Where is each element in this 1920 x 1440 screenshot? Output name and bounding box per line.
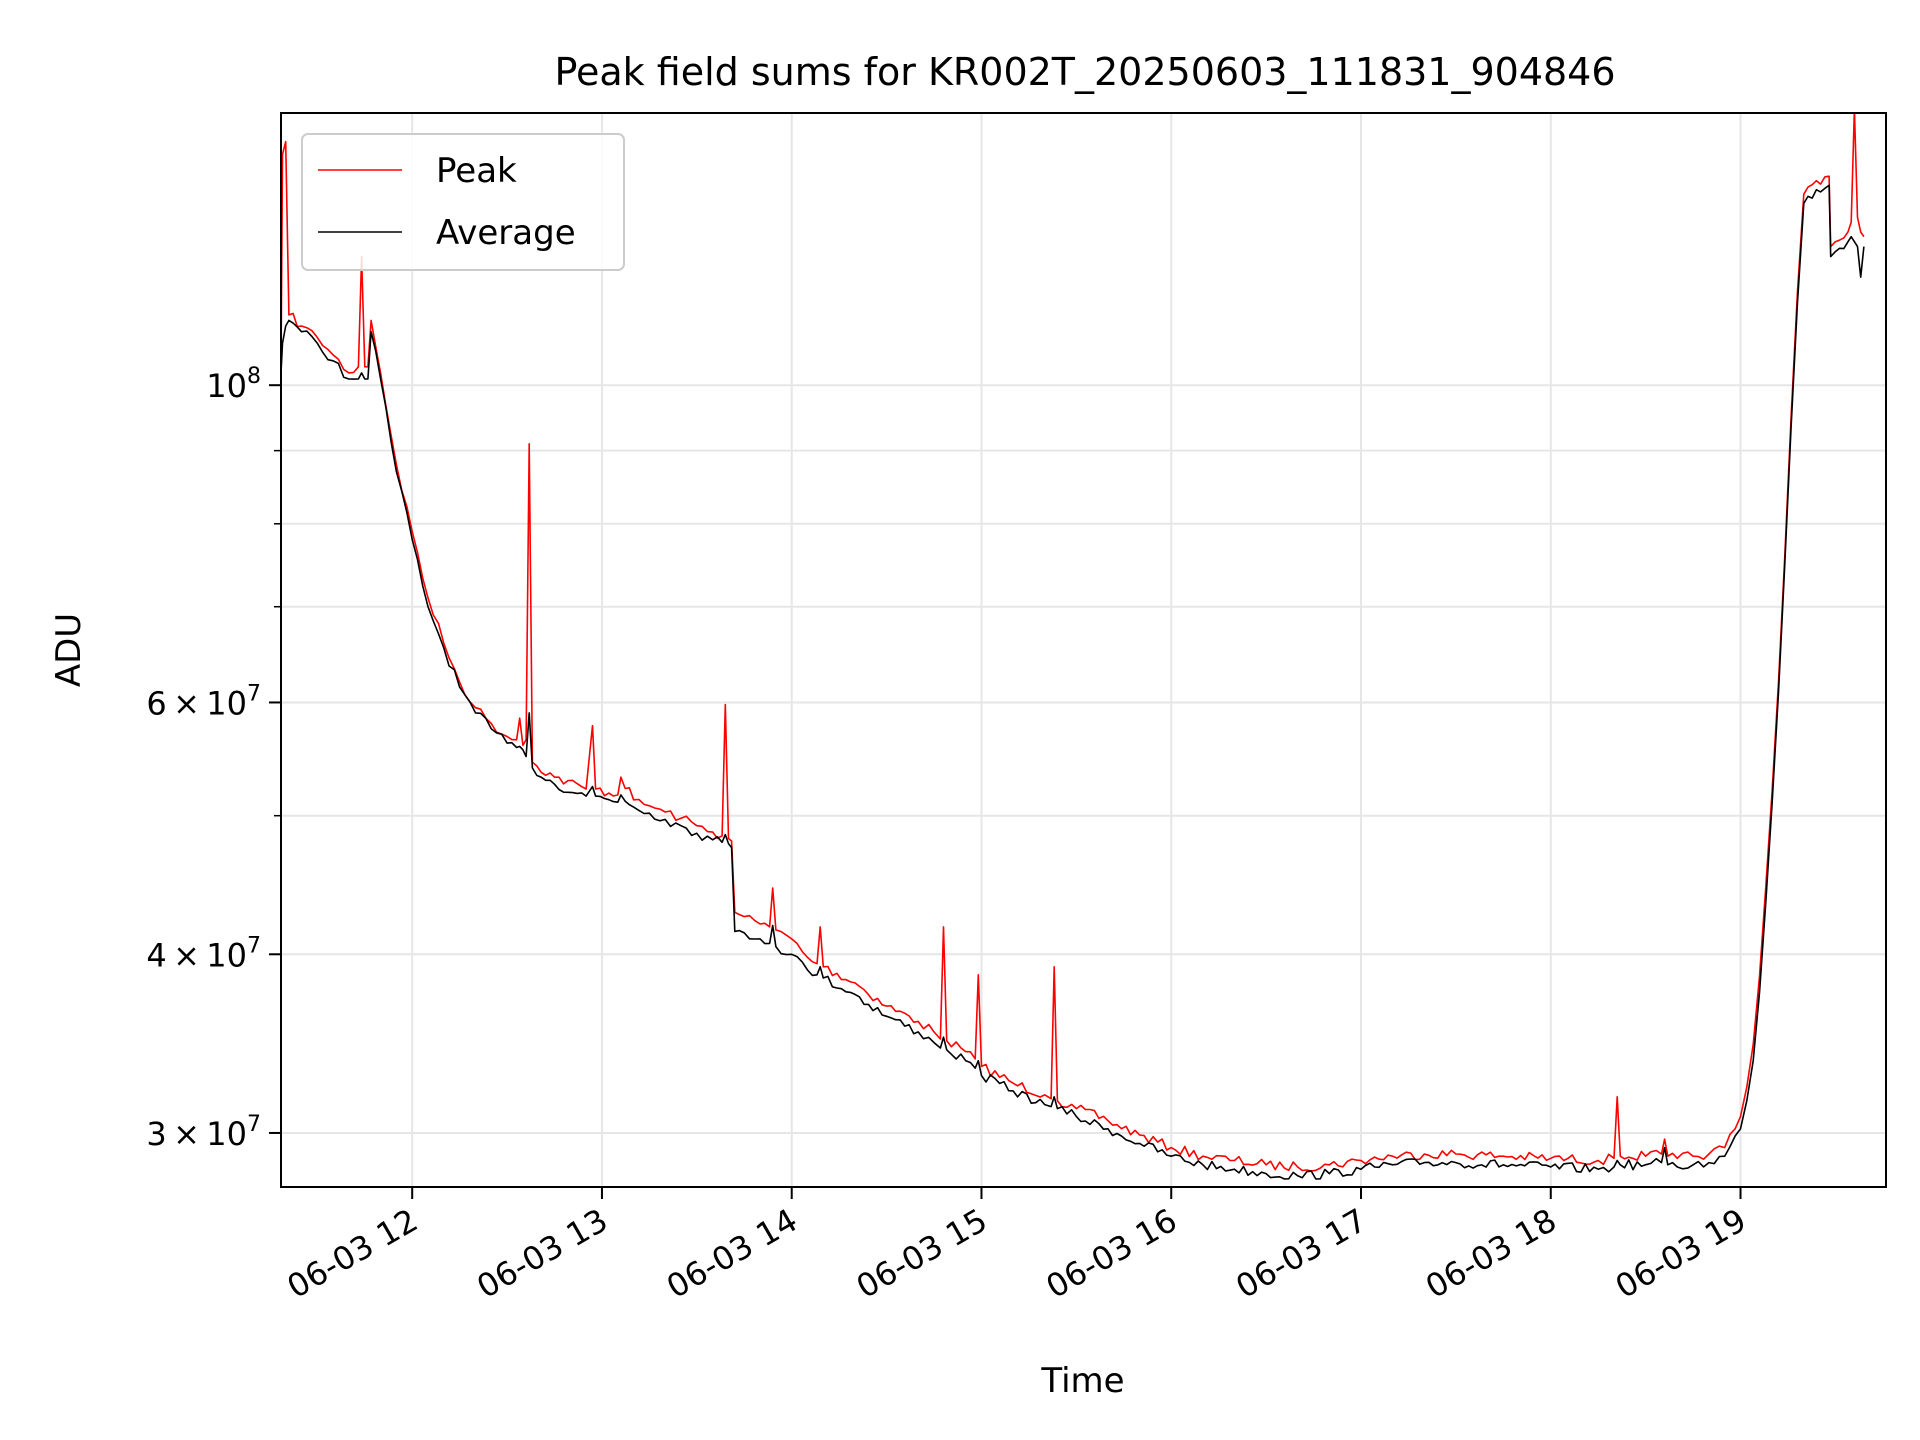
y-tick-label: 6 × 107: [146, 681, 261, 722]
chart-title: Peak field sums for KR002T_20250603_1118…: [554, 50, 1615, 94]
series-layer: [281, 113, 1865, 1180]
y-axis-label: ADU: [49, 613, 89, 687]
grid: [281, 113, 1886, 1187]
y-tick-label: 108: [206, 364, 261, 405]
y-tick-label: 4 × 107: [146, 933, 261, 974]
series-line-average: [281, 184, 1865, 1180]
x-axis-label: Time: [1040, 1361, 1124, 1401]
legend-average-label: Average: [436, 213, 576, 253]
y-axis-ticks: 3 × 107 4 × 107 6 × 107 108: [146, 364, 281, 1153]
series-line-peak: [281, 113, 1865, 1172]
y-tick-label: 3 × 107: [146, 1112, 261, 1153]
legend-box: [301, 133, 625, 271]
legend: Peak Average: [301, 133, 625, 271]
legend-peak-label: Peak: [436, 151, 517, 191]
plot-frame: [280, 112, 1887, 1188]
plot-area: [281, 113, 1865, 1180]
